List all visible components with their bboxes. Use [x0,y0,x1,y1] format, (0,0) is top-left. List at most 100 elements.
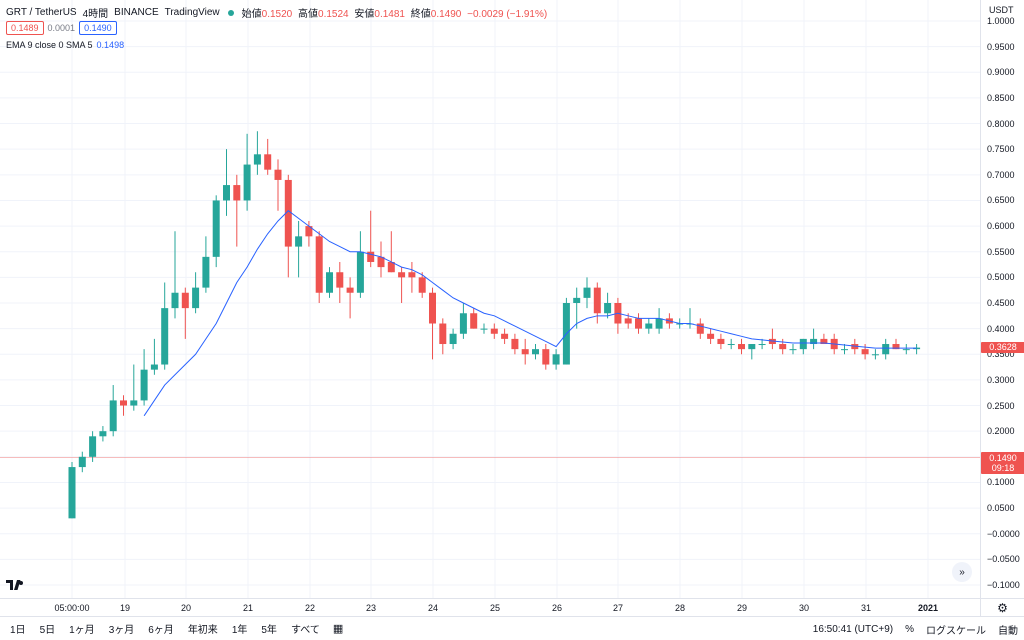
exchange-label: BINANCE [114,7,159,18]
candle-body [532,349,539,355]
price-tick-label: 0.4000 [987,323,1015,334]
candle-body [820,338,828,345]
price-tick-label: 0.6000 [987,221,1015,232]
candle-body [655,318,663,329]
candle-body [501,333,509,339]
percent-toggle[interactable]: % [905,623,914,635]
close-label: 終値 [410,9,431,20]
chart-area[interactable]: GRT / TetherUS 4時間 BINANCE TradingView 始… [0,0,980,598]
calendar-icon[interactable]: ▦ [332,623,344,635]
source-label: TradingView [164,7,220,18]
range-button[interactable]: 6ヶ月 [148,625,174,636]
candle-body [171,292,179,309]
currency-label[interactable]: USDT [989,5,1014,15]
candle-body [851,344,859,350]
candle-body [624,318,632,324]
range-button[interactable]: 1年 [231,625,248,636]
tradingview-logo-icon[interactable] [6,578,24,592]
range-button[interactable]: 5年 [261,625,277,636]
open-value: 0.1520 [261,9,293,20]
spread-value: 0.0001 [47,23,76,33]
range-button[interactable]: 年初来 [187,625,218,636]
candle-body [871,354,879,356]
candle-body [882,344,890,355]
candle-body [120,400,127,406]
scroll-to-realtime-button[interactable]: » [952,562,972,582]
candle-body [552,354,560,365]
low-value: 0.1481 [374,9,405,20]
crosshair-price-value: 0.1490 [989,453,1017,463]
price-tick-label: 0.6500 [987,195,1015,206]
price-axis[interactable]: USDT 1.0000 0.9500 0.9000 0.8500 0.8000 0.750… [980,0,1024,598]
candle-body [181,292,189,309]
price-tick-label: 1.0000 [987,16,1015,26]
candlestick-chart[interactable] [0,0,980,598]
price-tick-label: 0.2000 [987,426,1015,437]
price-tick-label: 0.2500 [987,400,1015,411]
price-tick-label: 0.1000 [987,477,1015,488]
candle-body [429,292,436,324]
price-tick-label: −0.1000 [987,580,1020,590]
time-axis[interactable]: 05:00:00 19 20 21 22 23 24 25 26 27 28 29 30 31 2021 [0,598,980,616]
range-button[interactable]: 1日 [10,625,26,636]
candle-body [398,272,406,278]
candle-body [346,287,354,293]
price-tick-label: 0.3500 [987,349,1015,360]
buy-button[interactable]: 0.1490 [79,21,117,35]
range-button[interactable]: 5日 [39,625,56,636]
time-tick-label: 2021 [917,603,939,613]
log-scale-toggle[interactable]: ログスケール [926,625,986,637]
chart-settings-gear-icon[interactable]: ⚙ [980,598,1024,616]
time-tick-label: 22 [304,603,316,613]
crosshair-time-value: 09:18 [991,463,1015,473]
candle-body [264,154,272,170]
candle-body [861,349,869,355]
candle-body [470,313,478,329]
market-status-icon [227,9,234,16]
ema-value: 0.1498 [96,40,125,50]
price-tick-label: 0.8000 [987,118,1015,129]
symbol-name[interactable]: GRT / TetherUS [6,7,77,18]
candle-body [408,272,416,278]
candle-body [645,323,653,329]
candle-body [161,308,169,365]
candle-body [573,297,581,303]
price-tick-label: −0.0500 [987,554,1020,565]
candle-body [459,313,467,334]
candle-body [707,333,715,339]
range-button[interactable]: すべて [290,625,320,636]
bid-ask-panel: 0.1489 0.0001 0.1490 [6,21,117,35]
current-price-tag: 0.3628 [981,342,1024,353]
time-tick-label: 28 [674,603,686,613]
time-tick-label: 27 [612,603,624,613]
candle-body [284,179,292,247]
high-label: 高値 [298,9,319,20]
candle-body [99,431,107,437]
ema-legend[interactable]: EMA 9 close 0 SMA 5 0.1498 [6,40,124,50]
candle-body [109,400,117,432]
price-tick-label: 0.9500 [987,41,1015,52]
candle-body [223,185,230,201]
range-button[interactable]: 1ヶ月 [69,625,95,636]
time-tick-label: 21 [242,603,254,613]
candle-body [89,436,97,457]
auto-scale-toggle[interactable]: 自動 [998,625,1018,637]
candle-body [696,323,704,334]
candle-body [212,200,220,257]
candle-body [367,251,375,262]
candle-body [892,344,900,350]
time-tick-label: 19 [119,603,131,613]
symbol-legend: GRT / TetherUS 4時間 BINANCE TradingView 始… [6,5,550,20]
ema-label: EMA 9 close 0 SMA 5 [6,40,93,50]
candle-body [511,338,519,350]
candle-body [542,349,550,365]
candle-body [727,344,735,346]
candle-body [439,323,447,345]
time-tick-label: 24 [427,603,439,613]
interval-label[interactable]: 4時間 [82,9,109,20]
time-tick-label: 30 [798,603,810,613]
sell-button[interactable]: 0.1489 [6,21,44,35]
clock-display[interactable]: 16:50:41 (UTC+9) [812,623,894,635]
range-button[interactable]: 3ヶ月 [108,625,135,636]
candle-body [521,349,529,355]
